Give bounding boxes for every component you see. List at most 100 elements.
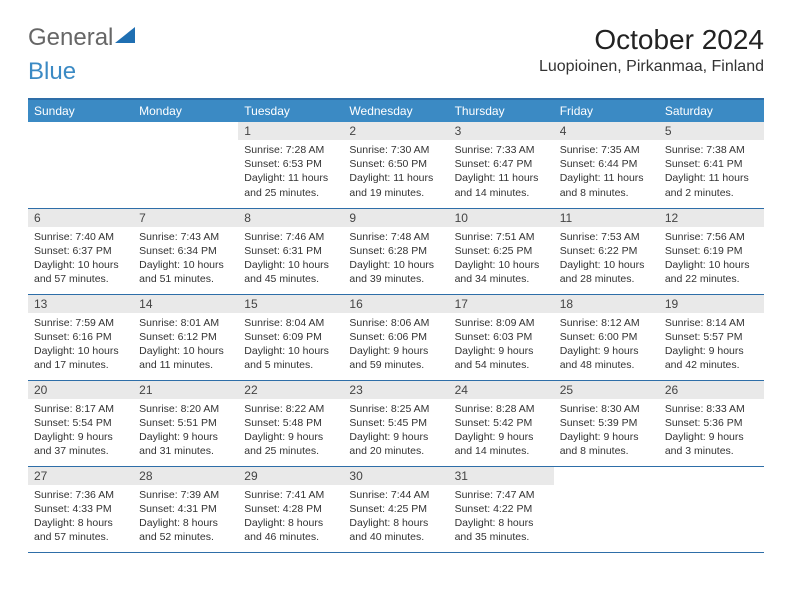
- day-number: 9: [343, 209, 448, 227]
- day-detail: Sunrise: 8:22 AMSunset: 5:48 PMDaylight:…: [238, 399, 343, 463]
- day-detail: Sunrise: 7:51 AMSunset: 6:25 PMDaylight:…: [449, 227, 554, 291]
- triangle-icon: [115, 24, 135, 52]
- day-cell: 10Sunrise: 7:51 AMSunset: 6:25 PMDayligh…: [449, 208, 554, 294]
- calendar-page: General October 2024 Luopioinen, Pirkanm…: [0, 0, 792, 553]
- calendar-row: 13Sunrise: 7:59 AMSunset: 6:16 PMDayligh…: [28, 294, 764, 380]
- weekday-header: Tuesday: [238, 99, 343, 122]
- day-cell: 6Sunrise: 7:40 AMSunset: 6:37 PMDaylight…: [28, 208, 133, 294]
- day-number: 1: [238, 122, 343, 140]
- day-number: 7: [133, 209, 238, 227]
- logo-text-general: General: [28, 24, 113, 52]
- day-cell: 31Sunrise: 7:47 AMSunset: 4:22 PMDayligh…: [449, 466, 554, 552]
- calendar-row: 27Sunrise: 7:36 AMSunset: 4:33 PMDayligh…: [28, 466, 764, 552]
- day-number: 31: [449, 467, 554, 485]
- day-cell: 2Sunrise: 7:30 AMSunset: 6:50 PMDaylight…: [343, 122, 448, 208]
- day-detail: Sunrise: 8:25 AMSunset: 5:45 PMDaylight:…: [343, 399, 448, 463]
- day-number: 4: [554, 122, 659, 140]
- day-number: 16: [343, 295, 448, 313]
- weekday-header: Wednesday: [343, 99, 448, 122]
- day-cell: 29Sunrise: 7:41 AMSunset: 4:28 PMDayligh…: [238, 466, 343, 552]
- day-cell: 16Sunrise: 8:06 AMSunset: 6:06 PMDayligh…: [343, 294, 448, 380]
- day-cell: 9Sunrise: 7:48 AMSunset: 6:28 PMDaylight…: [343, 208, 448, 294]
- weekday-header: Sunday: [28, 99, 133, 122]
- day-detail: Sunrise: 7:36 AMSunset: 4:33 PMDaylight:…: [28, 485, 133, 549]
- day-cell: 5Sunrise: 7:38 AMSunset: 6:41 PMDaylight…: [659, 122, 764, 208]
- day-detail: Sunrise: 7:48 AMSunset: 6:28 PMDaylight:…: [343, 227, 448, 291]
- day-number: 8: [238, 209, 343, 227]
- day-cell: 15Sunrise: 8:04 AMSunset: 6:09 PMDayligh…: [238, 294, 343, 380]
- day-detail: Sunrise: 7:59 AMSunset: 6:16 PMDaylight:…: [28, 313, 133, 377]
- day-detail: Sunrise: 8:06 AMSunset: 6:06 PMDaylight:…: [343, 313, 448, 377]
- day-number: 19: [659, 295, 764, 313]
- day-cell: 7Sunrise: 7:43 AMSunset: 6:34 PMDaylight…: [133, 208, 238, 294]
- day-cell: 13Sunrise: 7:59 AMSunset: 6:16 PMDayligh…: [28, 294, 133, 380]
- day-number: 2: [343, 122, 448, 140]
- day-number: 26: [659, 381, 764, 399]
- day-cell: 25Sunrise: 8:30 AMSunset: 5:39 PMDayligh…: [554, 380, 659, 466]
- day-cell: 14Sunrise: 8:01 AMSunset: 6:12 PMDayligh…: [133, 294, 238, 380]
- day-detail: Sunrise: 8:30 AMSunset: 5:39 PMDaylight:…: [554, 399, 659, 463]
- day-cell: 3Sunrise: 7:33 AMSunset: 6:47 PMDaylight…: [449, 122, 554, 208]
- weekday-header: Friday: [554, 99, 659, 122]
- day-number: 12: [659, 209, 764, 227]
- calendar-row: 20Sunrise: 8:17 AMSunset: 5:54 PMDayligh…: [28, 380, 764, 466]
- day-cell: 12Sunrise: 7:56 AMSunset: 6:19 PMDayligh…: [659, 208, 764, 294]
- day-cell: 8Sunrise: 7:46 AMSunset: 6:31 PMDaylight…: [238, 208, 343, 294]
- day-cell: 24Sunrise: 8:28 AMSunset: 5:42 PMDayligh…: [449, 380, 554, 466]
- day-number: 18: [554, 295, 659, 313]
- day-cell: 28Sunrise: 7:39 AMSunset: 4:31 PMDayligh…: [133, 466, 238, 552]
- day-cell: 23Sunrise: 8:25 AMSunset: 5:45 PMDayligh…: [343, 380, 448, 466]
- day-cell: 4Sunrise: 7:35 AMSunset: 6:44 PMDaylight…: [554, 122, 659, 208]
- day-cell: 26Sunrise: 8:33 AMSunset: 5:36 PMDayligh…: [659, 380, 764, 466]
- day-number: 15: [238, 295, 343, 313]
- weekday-header: Monday: [133, 99, 238, 122]
- day-detail: Sunrise: 7:43 AMSunset: 6:34 PMDaylight:…: [133, 227, 238, 291]
- day-cell: 22Sunrise: 8:22 AMSunset: 5:48 PMDayligh…: [238, 380, 343, 466]
- weekday-header: Saturday: [659, 99, 764, 122]
- day-detail: Sunrise: 7:41 AMSunset: 4:28 PMDaylight:…: [238, 485, 343, 549]
- day-detail: Sunrise: 8:17 AMSunset: 5:54 PMDaylight:…: [28, 399, 133, 463]
- day-number: 10: [449, 209, 554, 227]
- day-detail: Sunrise: 8:04 AMSunset: 6:09 PMDaylight:…: [238, 313, 343, 377]
- day-cell: 30Sunrise: 7:44 AMSunset: 4:25 PMDayligh…: [343, 466, 448, 552]
- day-number: 20: [28, 381, 133, 399]
- day-cell: 11Sunrise: 7:53 AMSunset: 6:22 PMDayligh…: [554, 208, 659, 294]
- day-cell: [659, 466, 764, 552]
- day-detail: Sunrise: 7:30 AMSunset: 6:50 PMDaylight:…: [343, 140, 448, 204]
- day-number: 27: [28, 467, 133, 485]
- day-cell: 17Sunrise: 8:09 AMSunset: 6:03 PMDayligh…: [449, 294, 554, 380]
- day-detail: Sunrise: 7:39 AMSunset: 4:31 PMDaylight:…: [133, 485, 238, 549]
- day-number: 24: [449, 381, 554, 399]
- month-title: October 2024: [539, 24, 764, 56]
- day-detail: Sunrise: 8:01 AMSunset: 6:12 PMDaylight:…: [133, 313, 238, 377]
- day-detail: Sunrise: 7:40 AMSunset: 6:37 PMDaylight:…: [28, 227, 133, 291]
- day-detail: Sunrise: 7:28 AMSunset: 6:53 PMDaylight:…: [238, 140, 343, 204]
- calendar-table: Sunday Monday Tuesday Wednesday Thursday…: [28, 98, 764, 553]
- day-number: 23: [343, 381, 448, 399]
- day-detail: Sunrise: 8:14 AMSunset: 5:57 PMDaylight:…: [659, 313, 764, 377]
- day-cell: 20Sunrise: 8:17 AMSunset: 5:54 PMDayligh…: [28, 380, 133, 466]
- day-number: 5: [659, 122, 764, 140]
- day-cell: 1Sunrise: 7:28 AMSunset: 6:53 PMDaylight…: [238, 122, 343, 208]
- day-detail: Sunrise: 7:46 AMSunset: 6:31 PMDaylight:…: [238, 227, 343, 291]
- calendar-row: 1Sunrise: 7:28 AMSunset: 6:53 PMDaylight…: [28, 122, 764, 208]
- day-detail: Sunrise: 7:56 AMSunset: 6:19 PMDaylight:…: [659, 227, 764, 291]
- day-detail: Sunrise: 8:33 AMSunset: 5:36 PMDaylight:…: [659, 399, 764, 463]
- day-number: 21: [133, 381, 238, 399]
- day-number: 14: [133, 295, 238, 313]
- day-number: 13: [28, 295, 133, 313]
- day-cell: [554, 466, 659, 552]
- day-cell: 18Sunrise: 8:12 AMSunset: 6:00 PMDayligh…: [554, 294, 659, 380]
- day-number: 25: [554, 381, 659, 399]
- logo: General: [28, 24, 137, 52]
- weekday-row: Sunday Monday Tuesday Wednesday Thursday…: [28, 99, 764, 122]
- day-detail: Sunrise: 8:20 AMSunset: 5:51 PMDaylight:…: [133, 399, 238, 463]
- day-number: 29: [238, 467, 343, 485]
- day-number: 6: [28, 209, 133, 227]
- day-cell: 19Sunrise: 8:14 AMSunset: 5:57 PMDayligh…: [659, 294, 764, 380]
- day-detail: Sunrise: 8:12 AMSunset: 6:00 PMDaylight:…: [554, 313, 659, 377]
- day-number: 17: [449, 295, 554, 313]
- calendar-row: 6Sunrise: 7:40 AMSunset: 6:37 PMDaylight…: [28, 208, 764, 294]
- day-cell: 21Sunrise: 8:20 AMSunset: 5:51 PMDayligh…: [133, 380, 238, 466]
- day-number: 11: [554, 209, 659, 227]
